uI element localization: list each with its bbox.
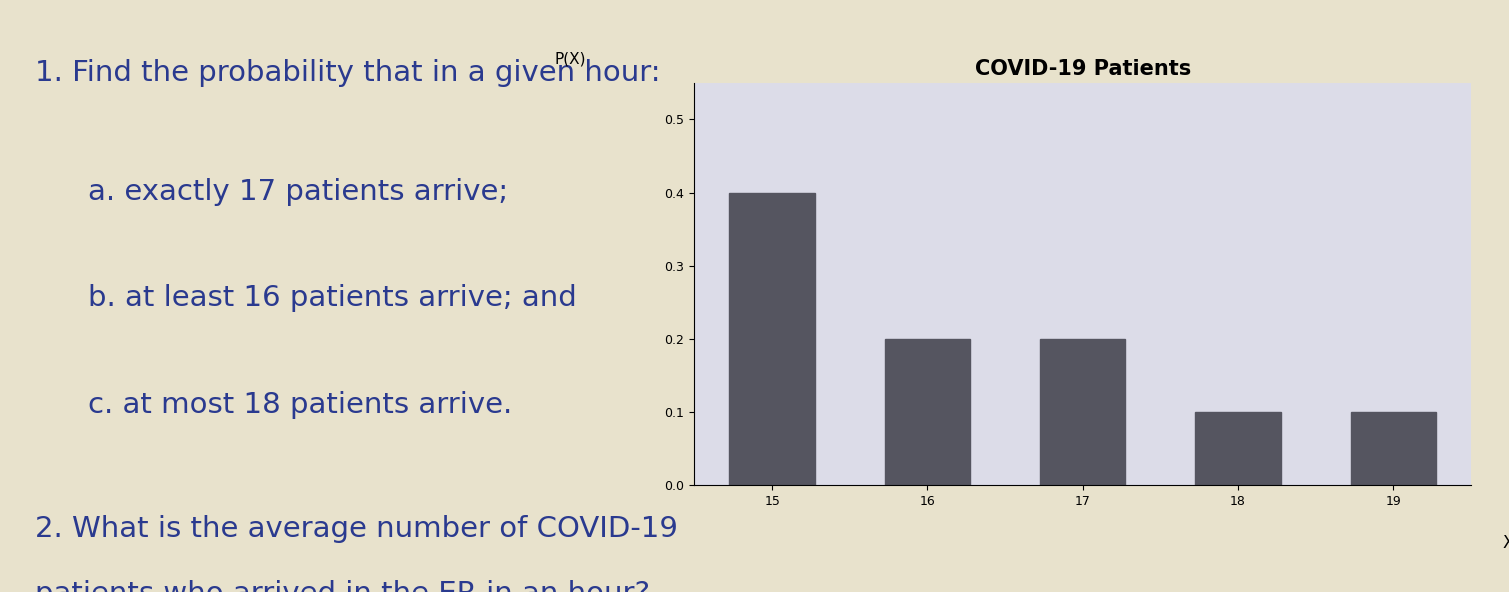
Bar bbox=[1040, 339, 1126, 485]
Text: a. exactly 17 patients arrive;: a. exactly 17 patients arrive; bbox=[88, 178, 507, 205]
Bar bbox=[884, 339, 970, 485]
Text: c. at most 18 patients arrive.: c. at most 18 patients arrive. bbox=[88, 391, 512, 419]
Text: patients who arrived in the ER in an hour?: patients who arrived in the ER in an hou… bbox=[35, 580, 650, 592]
Text: 1. Find the probability that in a given hour:: 1. Find the probability that in a given … bbox=[35, 59, 661, 87]
Bar bbox=[1351, 412, 1437, 485]
Title: COVID-19 Patients: COVID-19 Patients bbox=[975, 59, 1191, 79]
Text: P(X): P(X) bbox=[554, 52, 585, 67]
Bar bbox=[729, 192, 815, 485]
Text: b. at least 16 patients arrive; and: b. at least 16 patients arrive; and bbox=[88, 284, 576, 312]
Text: 2. What is the average number of COVID-19: 2. What is the average number of COVID-1… bbox=[35, 515, 678, 543]
Text: X: X bbox=[1503, 534, 1509, 552]
Bar bbox=[1195, 412, 1281, 485]
